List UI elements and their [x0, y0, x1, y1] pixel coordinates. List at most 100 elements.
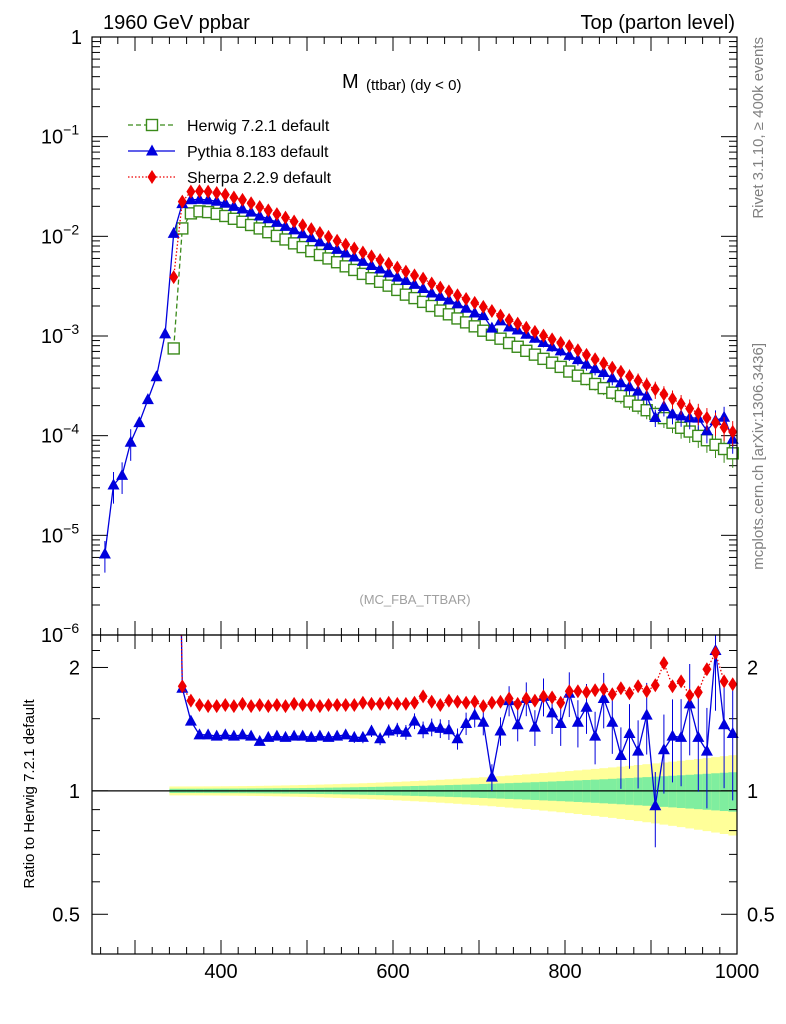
ratio-data-point [606, 715, 619, 727]
ratio-data-point [530, 693, 540, 708]
data-point [485, 321, 498, 333]
mcplots-label: mcplots.cern.ch [arXiv:1306.3436] [750, 343, 767, 570]
ratio-data-point [616, 681, 626, 696]
data-point [444, 284, 454, 299]
data-point [367, 249, 376, 264]
data-point [666, 407, 679, 419]
ratio-data-point [623, 727, 636, 739]
ratio-data-point [649, 799, 662, 811]
ratio-data-point [675, 730, 688, 742]
data-point [358, 245, 368, 260]
data-point [169, 270, 179, 285]
ratio-y-tick-label: 0.5 [52, 904, 80, 926]
ratio-data-point [375, 696, 385, 711]
ratio-data-point [614, 748, 627, 760]
data-point [116, 468, 129, 480]
ratio-data-point [589, 729, 602, 741]
data-point [331, 242, 344, 254]
ratio-data-point [460, 716, 473, 728]
data-point [539, 328, 548, 343]
data-point [642, 378, 652, 393]
ratio-y-label: Ratio to Herwig 7.2.1 default [21, 699, 38, 889]
plot-title-main: M [342, 71, 359, 93]
x-tick-label: 1000 [715, 961, 760, 983]
ratio-data-point [305, 730, 318, 742]
data-point [279, 219, 292, 231]
data-point [556, 335, 566, 350]
data-point [296, 227, 309, 239]
ratio-data-point [599, 682, 609, 697]
ratio-data-point [711, 645, 720, 660]
ratio-data-point [356, 730, 369, 742]
ratio-data-point [444, 693, 454, 708]
ratio-data-point [470, 694, 480, 709]
data-point [496, 308, 505, 323]
ratio-data-point [425, 720, 438, 732]
ratio-data-point [195, 697, 204, 712]
data-point [124, 435, 137, 447]
ratio-data-point [313, 729, 326, 741]
ratio-data-point [324, 697, 333, 712]
y-tick-label: 10−4 [41, 421, 79, 448]
analysis-tag: (MC_FBA_TTBAR) [359, 592, 470, 607]
ratio-data-point [718, 718, 731, 730]
ratio-data-point [399, 725, 412, 737]
data-point [375, 253, 385, 268]
ratio-data-point [726, 727, 739, 739]
ratio-y-tick-label-right: 0.5 [747, 904, 775, 926]
uncertainty-band-inner [676, 775, 686, 808]
ratio-data-point [477, 715, 490, 727]
ratio-data-point [521, 691, 531, 706]
uncertainty-band-inner [694, 774, 704, 810]
ratio-data-point [692, 730, 705, 742]
data-point [418, 271, 428, 286]
ratio-data-point [281, 699, 290, 714]
data-point [453, 288, 462, 303]
data-point [616, 364, 626, 379]
data-point [246, 196, 256, 211]
data-point [470, 295, 480, 310]
data-point [288, 223, 301, 235]
data-point [675, 409, 688, 421]
ratio-data-point [434, 721, 447, 733]
ratio-data-point [582, 685, 591, 700]
ratio-data-point [270, 729, 283, 741]
ratio-data-point [202, 728, 215, 740]
data-point [349, 241, 359, 256]
ratio-data-point [296, 729, 309, 741]
data-point [410, 268, 419, 283]
ratio-data-point [632, 744, 645, 756]
data-point [614, 376, 627, 388]
data-point [322, 238, 335, 250]
ratio-data-point [289, 696, 299, 711]
data-point [425, 286, 438, 298]
ratio-plot-frame [91, 634, 738, 955]
legend-marker [146, 144, 158, 156]
data-point [167, 342, 180, 355]
data-point [633, 373, 643, 388]
data-point [203, 184, 213, 199]
ratio-data-point [341, 697, 351, 712]
ratio-data-point [255, 697, 265, 712]
data-point [341, 237, 351, 252]
data-point [212, 186, 222, 201]
data-point [711, 415, 720, 430]
data-point [693, 406, 703, 421]
data-point [186, 184, 196, 199]
data-point [676, 396, 686, 411]
data-point [468, 306, 481, 318]
data-point [582, 347, 591, 362]
data-point [640, 389, 653, 401]
plot-title-sub: (ttbar) (dy < 0) [366, 77, 461, 94]
data-point [580, 357, 593, 369]
data-point [133, 416, 146, 428]
data-point [238, 192, 247, 207]
data-point [564, 339, 574, 354]
ratio-data-point [288, 729, 301, 741]
ratio-data-point [511, 718, 524, 730]
data-point [718, 410, 731, 422]
data-point [435, 280, 445, 295]
ratio-data-point [272, 697, 282, 712]
data-point [606, 371, 619, 383]
data-point [324, 229, 333, 244]
